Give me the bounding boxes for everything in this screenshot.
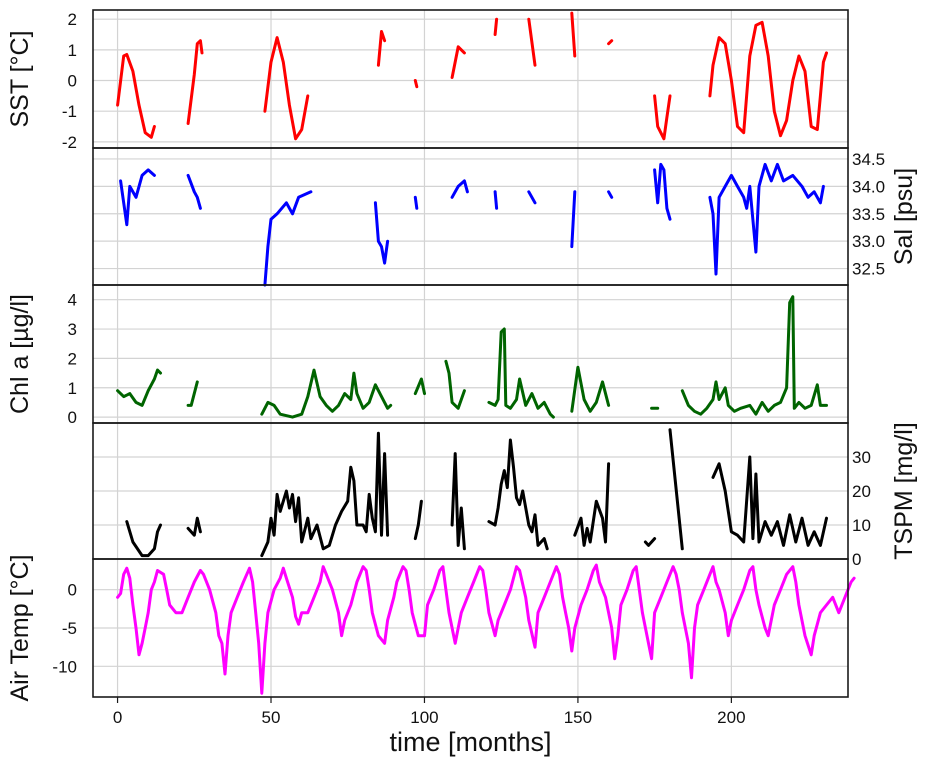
tspm-y-tick-label-2: 20 [852,482,871,501]
sst-series-segment-0 [116,53,156,139]
airtemp-y-tick-label-0: 0 [68,581,77,600]
sst-series-segment-11 [708,20,828,138]
tspm-y-tick-label-3: 30 [852,448,871,467]
x-tick-label-1: 50 [262,708,281,727]
x-tick-label-4: 200 [717,708,745,727]
sal-series-segment-3 [373,201,390,265]
tick-layer: -2-101232.533.033.534.034.50123401020300… [52,10,885,727]
tspm-series-segment-2 [260,431,390,558]
sal-series-segment-4 [413,195,419,210]
sst-y-tick-label-4: 2 [68,10,77,29]
sst-y-tick-label-3: 1 [68,41,77,60]
tspm-series-segment-8 [668,428,684,551]
sst-series-segment-9 [607,39,614,46]
chla-y-tick-label-2: 2 [68,349,77,368]
data-layer [116,11,856,695]
chla-panel-frame [92,284,849,424]
chla-series-segment-0 [116,368,162,407]
sal-y-axis-title: Sal [psu] [890,168,918,265]
sst-series-segment-8 [570,11,577,58]
tspm-series-segment-9 [711,455,828,547]
airtemp-y-tick-label-1: -5 [62,619,77,638]
chla-y-tick-label-1: 1 [68,379,77,398]
sst-series-segment-5 [450,45,466,79]
tspm-series-segment-7 [643,537,657,547]
sal-series-segment-0 [119,168,156,227]
x-tick-label-2: 100 [410,708,438,727]
sst-y-tick-label-0: -2 [62,133,77,152]
chla-series-segment-5 [487,327,555,419]
chla-series-segment-1 [186,380,199,407]
sal-y-tick-label-4: 34.5 [852,150,885,169]
tspm-y-axis-title: TSPM [mg/l] [890,422,918,560]
tspm-series-segment-5 [487,438,549,551]
x-tick-label-0: 0 [113,708,122,727]
airtemp-y-tick-label-2: -10 [52,657,77,676]
sst-panel-frame [92,9,849,149]
sal-series-segment-9 [607,190,614,199]
sst-series-segment-10 [653,94,672,141]
sst-y-axis-title: SST [°C] [6,30,34,127]
sst-series-segment-2 [263,36,310,141]
sal-series-segment-6 [493,190,499,210]
sal-series-segment-7 [527,190,537,205]
chla-series-segment-8 [680,295,828,416]
sal-series-segment-1 [186,173,202,210]
sal-y-tick-label-0: 32.5 [852,260,885,279]
chla-series-segment-6 [570,365,611,413]
sal-series-segment-2 [263,190,313,287]
airtemp-y-axis-title: Air Temp [°C] [6,554,34,701]
chla-y-tick-label-4: 4 [68,291,77,310]
sal-series-segment-10 [653,162,672,221]
sst-series-segment-4 [413,79,419,89]
sal-series-segment-8 [570,190,577,249]
tspm-y-tick-label-0: 0 [852,550,861,569]
chla-y-tick-label-0: 0 [68,408,77,427]
x-tick-label-3: 150 [564,708,592,727]
chla-y-tick-label-3: 3 [68,320,77,339]
sst-y-tick-label-1: -1 [62,102,77,121]
frame-layer [92,9,849,698]
airtemp-series-segment-0 [116,563,856,695]
tspm-series-segment-6 [573,462,611,547]
sal-y-tick-label-2: 33.5 [852,205,885,224]
chla-series-segment-3 [413,377,426,396]
sal-y-tick-label-1: 33.0 [852,232,885,251]
tspm-series-segment-4 [450,452,466,551]
tspm-series-segment-0 [125,520,162,558]
tspm-y-tick-label-1: 10 [852,516,871,535]
tspm-series-segment-3 [413,499,423,541]
sal-series-segment-5 [450,179,469,199]
sal-y-tick-label-3: 34.0 [852,177,885,196]
sst-series-segment-6 [493,17,499,36]
chla-series-segment-4 [444,359,466,410]
sst-y-tick-label-2: 0 [68,72,77,91]
tspm-series-segment-1 [186,516,202,537]
sal-series-segment-11 [708,162,825,276]
chla-series-segment-2 [260,368,393,419]
sst-series-segment-1 [186,39,204,125]
sal-panel-frame [92,147,849,286]
airtemp-panel-frame [92,558,849,698]
chla-y-axis-title: Chl a [µg/l] [6,294,34,414]
sst-series-segment-7 [527,17,537,67]
x-axis-title: time [months] [389,727,551,757]
sst-series-segment-3 [376,30,387,67]
title-layer: time [months] SST [°C] Sal [psu] Chl a [µg… [6,30,918,757]
